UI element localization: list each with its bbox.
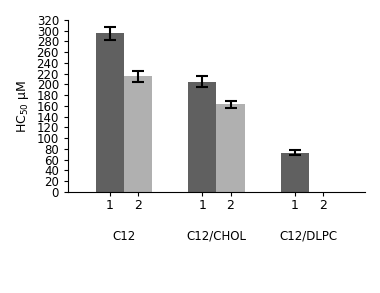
Bar <box>124 76 152 192</box>
Y-axis label: HC$_{50}$ μM: HC$_{50}$ μM <box>15 79 31 132</box>
Text: C12/CHOL: C12/CHOL <box>187 230 247 243</box>
Text: C12: C12 <box>112 230 136 243</box>
Bar <box>281 153 309 192</box>
Bar <box>96 33 124 192</box>
Text: C12/DLPC: C12/DLPC <box>280 230 338 243</box>
Bar <box>217 104 245 192</box>
Bar <box>188 82 217 192</box>
